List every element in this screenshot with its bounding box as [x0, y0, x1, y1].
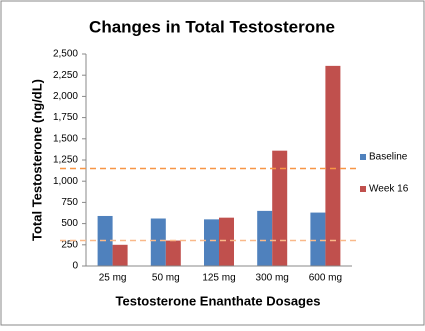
legend-swatch	[360, 186, 366, 192]
y-tick-label: 1,500	[53, 133, 78, 144]
y-tick-label: 250	[61, 239, 78, 250]
x-tick-label: 25 mg	[99, 273, 127, 284]
y-tick-label: 2,000	[53, 91, 78, 102]
y-tick-label: 2,500	[53, 49, 78, 60]
bar	[112, 244, 128, 266]
y-tick-label: 1,750	[53, 112, 78, 123]
y-axis-title: Total Testosterone (ng/dL)	[29, 79, 44, 241]
chart-title: Changes in Total Testosterone	[89, 17, 335, 36]
x-tick-label: 50 mg	[152, 273, 180, 284]
x-tick-label: 300 mg	[256, 273, 289, 284]
y-tick-label: 0	[72, 261, 78, 272]
legend-label: Baseline	[369, 152, 408, 163]
legend-swatch	[360, 154, 366, 160]
bar	[219, 217, 234, 266]
bar	[310, 212, 326, 266]
y-tick-label: 1,000	[53, 176, 78, 187]
bar	[272, 150, 288, 266]
bar	[257, 210, 273, 266]
x-tick-label: 600 mg	[309, 273, 342, 284]
y-tick-label: 750	[61, 197, 78, 208]
y-tick-label: 500	[61, 218, 78, 229]
x-axis-title: Testosterone Enanthate Dosages	[116, 293, 321, 308]
y-tick-label: 2,250	[53, 70, 78, 81]
bar	[165, 240, 181, 266]
legend-label: Week 16	[369, 184, 409, 195]
x-tick-label: 125 mg	[202, 273, 235, 284]
bar	[325, 65, 341, 266]
bar	[204, 219, 219, 266]
y-tick-label: 1,250	[53, 155, 78, 166]
bar	[150, 218, 166, 266]
